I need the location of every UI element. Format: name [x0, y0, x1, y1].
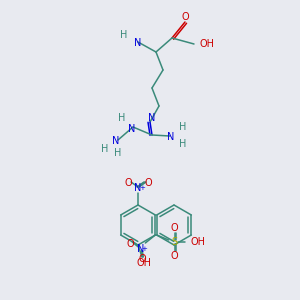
Text: N: N	[136, 244, 144, 254]
Text: N: N	[112, 136, 120, 146]
Text: +: +	[139, 185, 145, 191]
Text: O: O	[139, 254, 146, 264]
Text: N: N	[167, 132, 175, 142]
Text: H: H	[118, 113, 126, 123]
Text: O: O	[171, 223, 178, 233]
Text: N: N	[148, 113, 156, 123]
Text: H: H	[120, 30, 128, 40]
Text: O: O	[144, 178, 152, 188]
Text: O: O	[127, 239, 134, 249]
Text: O: O	[171, 251, 178, 261]
Text: H: H	[179, 139, 187, 149]
Text: S: S	[172, 237, 178, 247]
Text: H: H	[101, 144, 109, 154]
Text: OH: OH	[136, 258, 152, 268]
Text: OH: OH	[200, 39, 215, 49]
Text: N: N	[134, 183, 142, 193]
Text: N: N	[134, 38, 142, 48]
Text: H: H	[179, 122, 187, 132]
Text: H: H	[114, 148, 122, 158]
Text: N: N	[128, 124, 136, 134]
Text: O: O	[181, 12, 189, 22]
Text: +: +	[141, 246, 147, 252]
Text: OH: OH	[191, 237, 206, 247]
Text: O: O	[124, 178, 132, 188]
